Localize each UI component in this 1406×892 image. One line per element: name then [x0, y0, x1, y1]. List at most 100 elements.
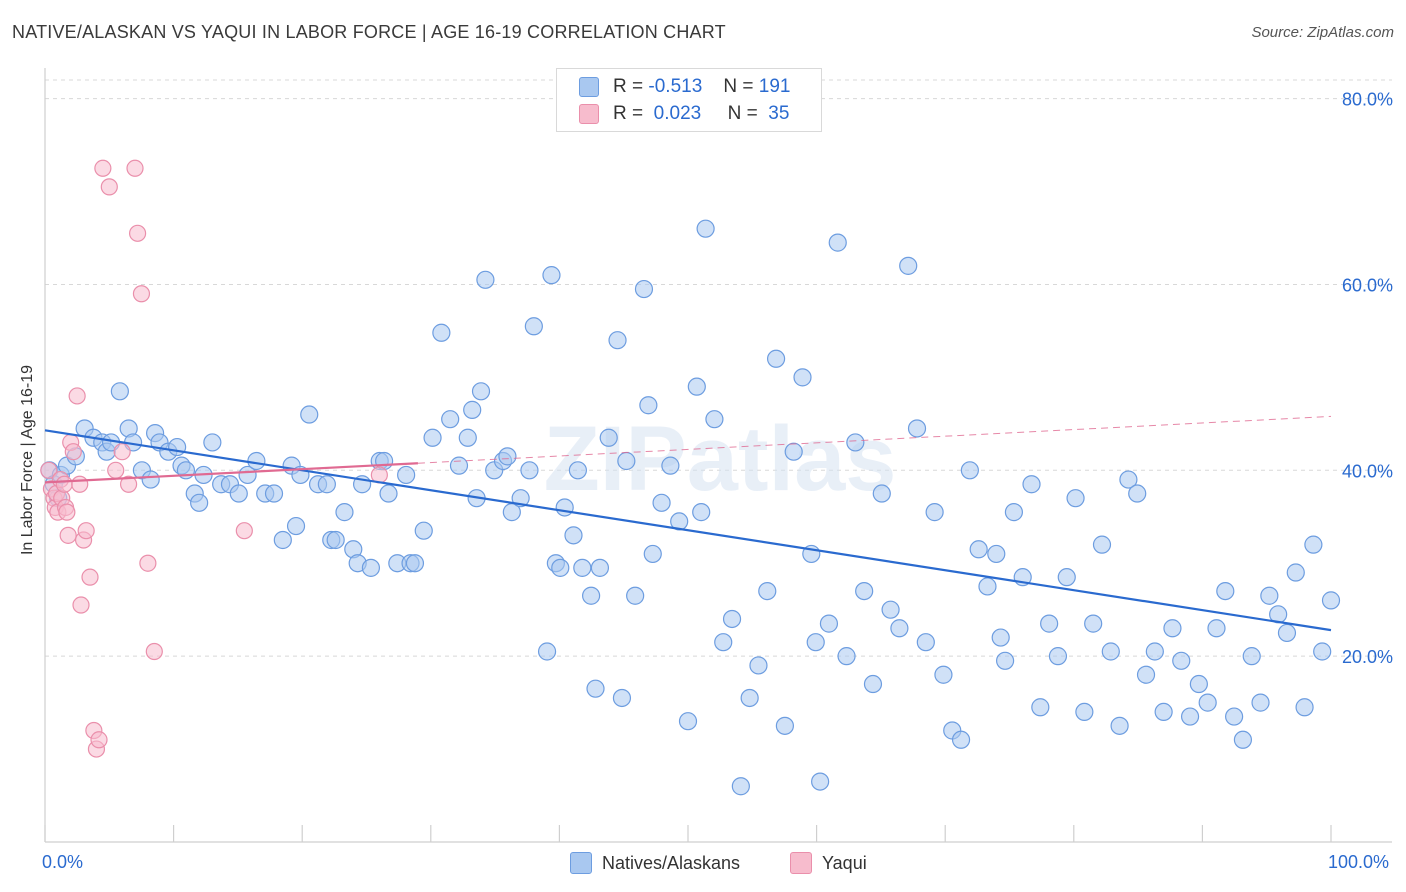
- natives-point: [1136, 665, 1156, 684]
- yaqui-point: [64, 443, 82, 461]
- natives-point: [811, 772, 830, 791]
- natives-point: [1225, 707, 1244, 726]
- natives-point: [471, 382, 491, 401]
- natives-point: [863, 674, 883, 694]
- natives-point: [978, 577, 997, 596]
- natives-point: [1286, 563, 1305, 582]
- yaqui-point: [59, 526, 77, 544]
- yaqui-point: [90, 731, 108, 749]
- natives-point: [335, 503, 354, 522]
- yaqui-point: [71, 475, 89, 493]
- yaqui-trend-line-dashed: [417, 415, 1332, 464]
- natives-point: [190, 493, 209, 512]
- natives-point: [626, 586, 645, 605]
- natives-point: [1260, 586, 1279, 605]
- yaqui-point: [72, 596, 90, 614]
- natives-point: [881, 600, 900, 619]
- y-tick-label: 80.0%: [1342, 90, 1393, 110]
- legend-n-label: N =: [723, 76, 754, 97]
- y-tick-label: 20.0%: [1342, 647, 1393, 667]
- natives-point: [806, 633, 825, 652]
- natives-point: [520, 461, 539, 480]
- natives-point: [608, 331, 627, 350]
- legend-swatch-natives: [579, 77, 599, 97]
- yaqui-point: [113, 443, 131, 461]
- legend-row-yaqui: R = 0.023 N = 35: [579, 102, 789, 126]
- natives-point: [731, 777, 750, 796]
- natives-point: [1189, 674, 1208, 694]
- natives-point: [590, 558, 610, 577]
- natives-point: [1216, 581, 1235, 601]
- trend-lines: [44, 415, 1332, 632]
- natives-point: [705, 410, 724, 429]
- legend-n-value: 35: [768, 103, 790, 124]
- natives-point: [300, 405, 319, 424]
- legend-n-label: N =: [727, 103, 758, 124]
- natives-point: [463, 400, 482, 419]
- natives-point: [995, 651, 1015, 670]
- yaqui-point: [139, 554, 157, 572]
- natives-point: [414, 521, 433, 540]
- natives-point: [586, 679, 605, 698]
- natives-point: [991, 628, 1010, 647]
- natives-point: [551, 558, 570, 577]
- natives-point: [542, 266, 561, 285]
- legend-n-value: 191: [758, 76, 791, 97]
- natives-point: [1110, 716, 1129, 735]
- natives-point: [1180, 707, 1200, 726]
- yaqui-point: [68, 387, 86, 405]
- bottom-legend-label-natives: Natives/Alaskans: [602, 852, 741, 873]
- natives-point: [1145, 642, 1164, 661]
- natives-point: [1233, 730, 1253, 749]
- natives-point: [837, 647, 856, 666]
- yaqui-point: [107, 461, 125, 479]
- yaqui-point: [40, 461, 58, 479]
- natives-point: [326, 530, 345, 550]
- yaqui-point: [58, 503, 76, 521]
- natives-point: [397, 465, 416, 485]
- y-tick-labels: 20.0% 40.0% 60.0% 80.0%: [1342, 90, 1393, 668]
- natives-point: [1004, 503, 1024, 522]
- natives-point: [639, 396, 658, 415]
- natives-point: [899, 256, 918, 275]
- bottom-legend-swatch-natives: [570, 852, 592, 874]
- yaqui-point: [94, 159, 112, 177]
- yaqui-point: [119, 475, 138, 493]
- natives-point: [1321, 591, 1341, 610]
- natives-point: [1022, 475, 1041, 494]
- natives-point: [890, 619, 909, 638]
- natives-point: [599, 428, 618, 447]
- natives-point: [775, 716, 794, 735]
- natives-point: [458, 428, 477, 447]
- natives-point: [1242, 647, 1261, 666]
- natives-point: [1075, 702, 1094, 722]
- natives-point: [1207, 619, 1226, 638]
- natives-point: [405, 554, 425, 573]
- natives-point: [1313, 642, 1332, 661]
- natives-point: [987, 544, 1006, 564]
- natives-point: [229, 484, 248, 503]
- yaqui-point: [100, 178, 118, 196]
- legend-r-value: 0.023: [653, 103, 702, 124]
- natives-point: [1084, 614, 1103, 633]
- natives-alaskans-points: [40, 219, 1341, 796]
- natives-point: [855, 581, 874, 601]
- natives-point: [361, 558, 381, 577]
- natives-trend-line: [44, 429, 1332, 632]
- bottom-legend-natives: Natives/Alaskans: [570, 852, 740, 874]
- natives-point: [1048, 647, 1068, 666]
- natives-point: [476, 270, 495, 289]
- natives-point: [568, 461, 587, 480]
- yaqui-points: [40, 159, 388, 758]
- bottom-legend-label-yaqui: Yaqui: [822, 852, 867, 873]
- natives-point: [1304, 535, 1323, 554]
- x-tick-label-min: 0.0%: [42, 852, 84, 872]
- natives-point: [687, 377, 706, 396]
- natives-point: [846, 433, 865, 452]
- natives-point: [1101, 642, 1120, 661]
- natives-point: [722, 609, 742, 629]
- natives-point: [828, 233, 847, 252]
- y-tick-label: 60.0%: [1342, 275, 1393, 295]
- natives-point: [696, 219, 715, 238]
- natives-point: [524, 317, 543, 336]
